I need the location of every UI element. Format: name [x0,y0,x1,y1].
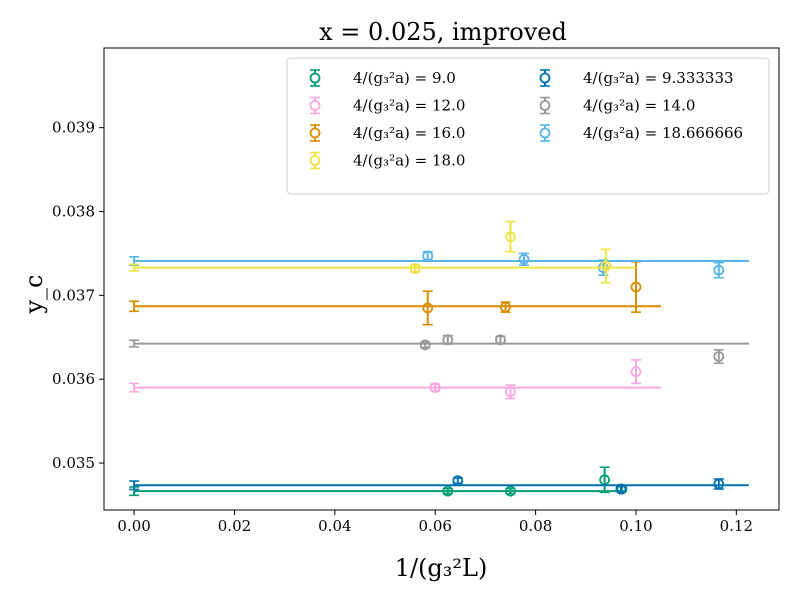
x-tick-label: 0.00 [117,517,150,535]
data-point [713,351,725,362]
x-tick-label: 0.02 [218,517,251,535]
data-point [713,478,725,490]
data-point [505,386,516,398]
legend-marker [309,155,321,166]
data-point [505,231,516,243]
y-tick-label: 0.038 [52,203,95,221]
legend-marker [309,100,321,111]
data-series [129,250,749,279]
legend-item: 4/(g₃²a) = 18.0 [309,152,465,170]
data-point [422,302,434,314]
data-point [442,485,454,497]
data-point [442,334,454,346]
legend-item: 4/(g₃²a) = 9.333333 [539,69,734,87]
data-point [409,263,421,274]
legend-label: 4/(g₃²a) = 18.0 [353,152,465,170]
legend-label: 4/(g₃²a) = 16.0 [353,124,465,142]
y-tick-label: 0.036 [52,370,95,388]
data-point [500,301,511,313]
data-point [452,475,464,487]
data-point [630,281,642,293]
chart-title: x = 0.025, improved [319,18,567,46]
legend-item: 4/(g₃²a) = 16.0 [309,124,465,142]
data-point [630,366,642,378]
data-series [129,334,749,365]
data-series [129,359,662,400]
legend-label: 4/(g₃²a) = 9.0 [353,69,456,87]
legend: 4/(g₃²a) = 9.0 4/(g₃²a) = 12.0 4/(g₃²a) = … [286,57,770,195]
legend-marker [539,127,551,139]
y-tick-label: 0.035 [52,454,95,472]
legend-label: 4/(g₃²a) = 9.333333 [583,69,734,87]
x-tick-label: 0.04 [318,517,351,535]
data-point [600,260,612,272]
x-tick-label: 0.06 [419,517,452,535]
y-tick-label: 0.039 [52,119,95,137]
data-series [129,466,628,497]
x-axis-label: 1/(g₃²L) [395,554,488,582]
y-tick-label: 0.037 [52,286,95,304]
legend-marker [539,100,551,111]
legend-box [286,57,770,195]
legend-label: 4/(g₃²a) = 14.0 [583,97,695,115]
data-series [129,475,749,495]
legend-marker [309,127,321,139]
legend-label: 4/(g₃²a) = 12.0 [353,97,465,115]
data-point [429,382,441,393]
data-point [505,485,516,497]
legend-item: 4/(g₃²a) = 9.0 [309,69,456,87]
data-series [129,261,662,326]
legend-item: 4/(g₃²a) = 14.0 [539,97,695,115]
legend-marker [309,72,321,84]
data-point [615,483,627,495]
x-tick-label: 0.10 [619,517,652,535]
plot-frame [103,47,780,511]
x-tick-label: 0.08 [519,517,552,535]
data-point [419,339,431,351]
legend-item: 4/(g₃²a) = 18.666666 [539,124,743,142]
y-axis-label: y_c [20,275,48,315]
data-series [129,220,636,284]
data-point [495,334,506,346]
data-point [422,250,434,262]
legend-marker [539,72,551,84]
legend-label: 4/(g₃²a) = 18.666666 [583,124,743,142]
data-point [713,264,725,276]
x-tick-label: 0.12 [720,517,753,535]
data-point [518,253,530,265]
legend-item: 4/(g₃²a) = 12.0 [309,97,465,115]
